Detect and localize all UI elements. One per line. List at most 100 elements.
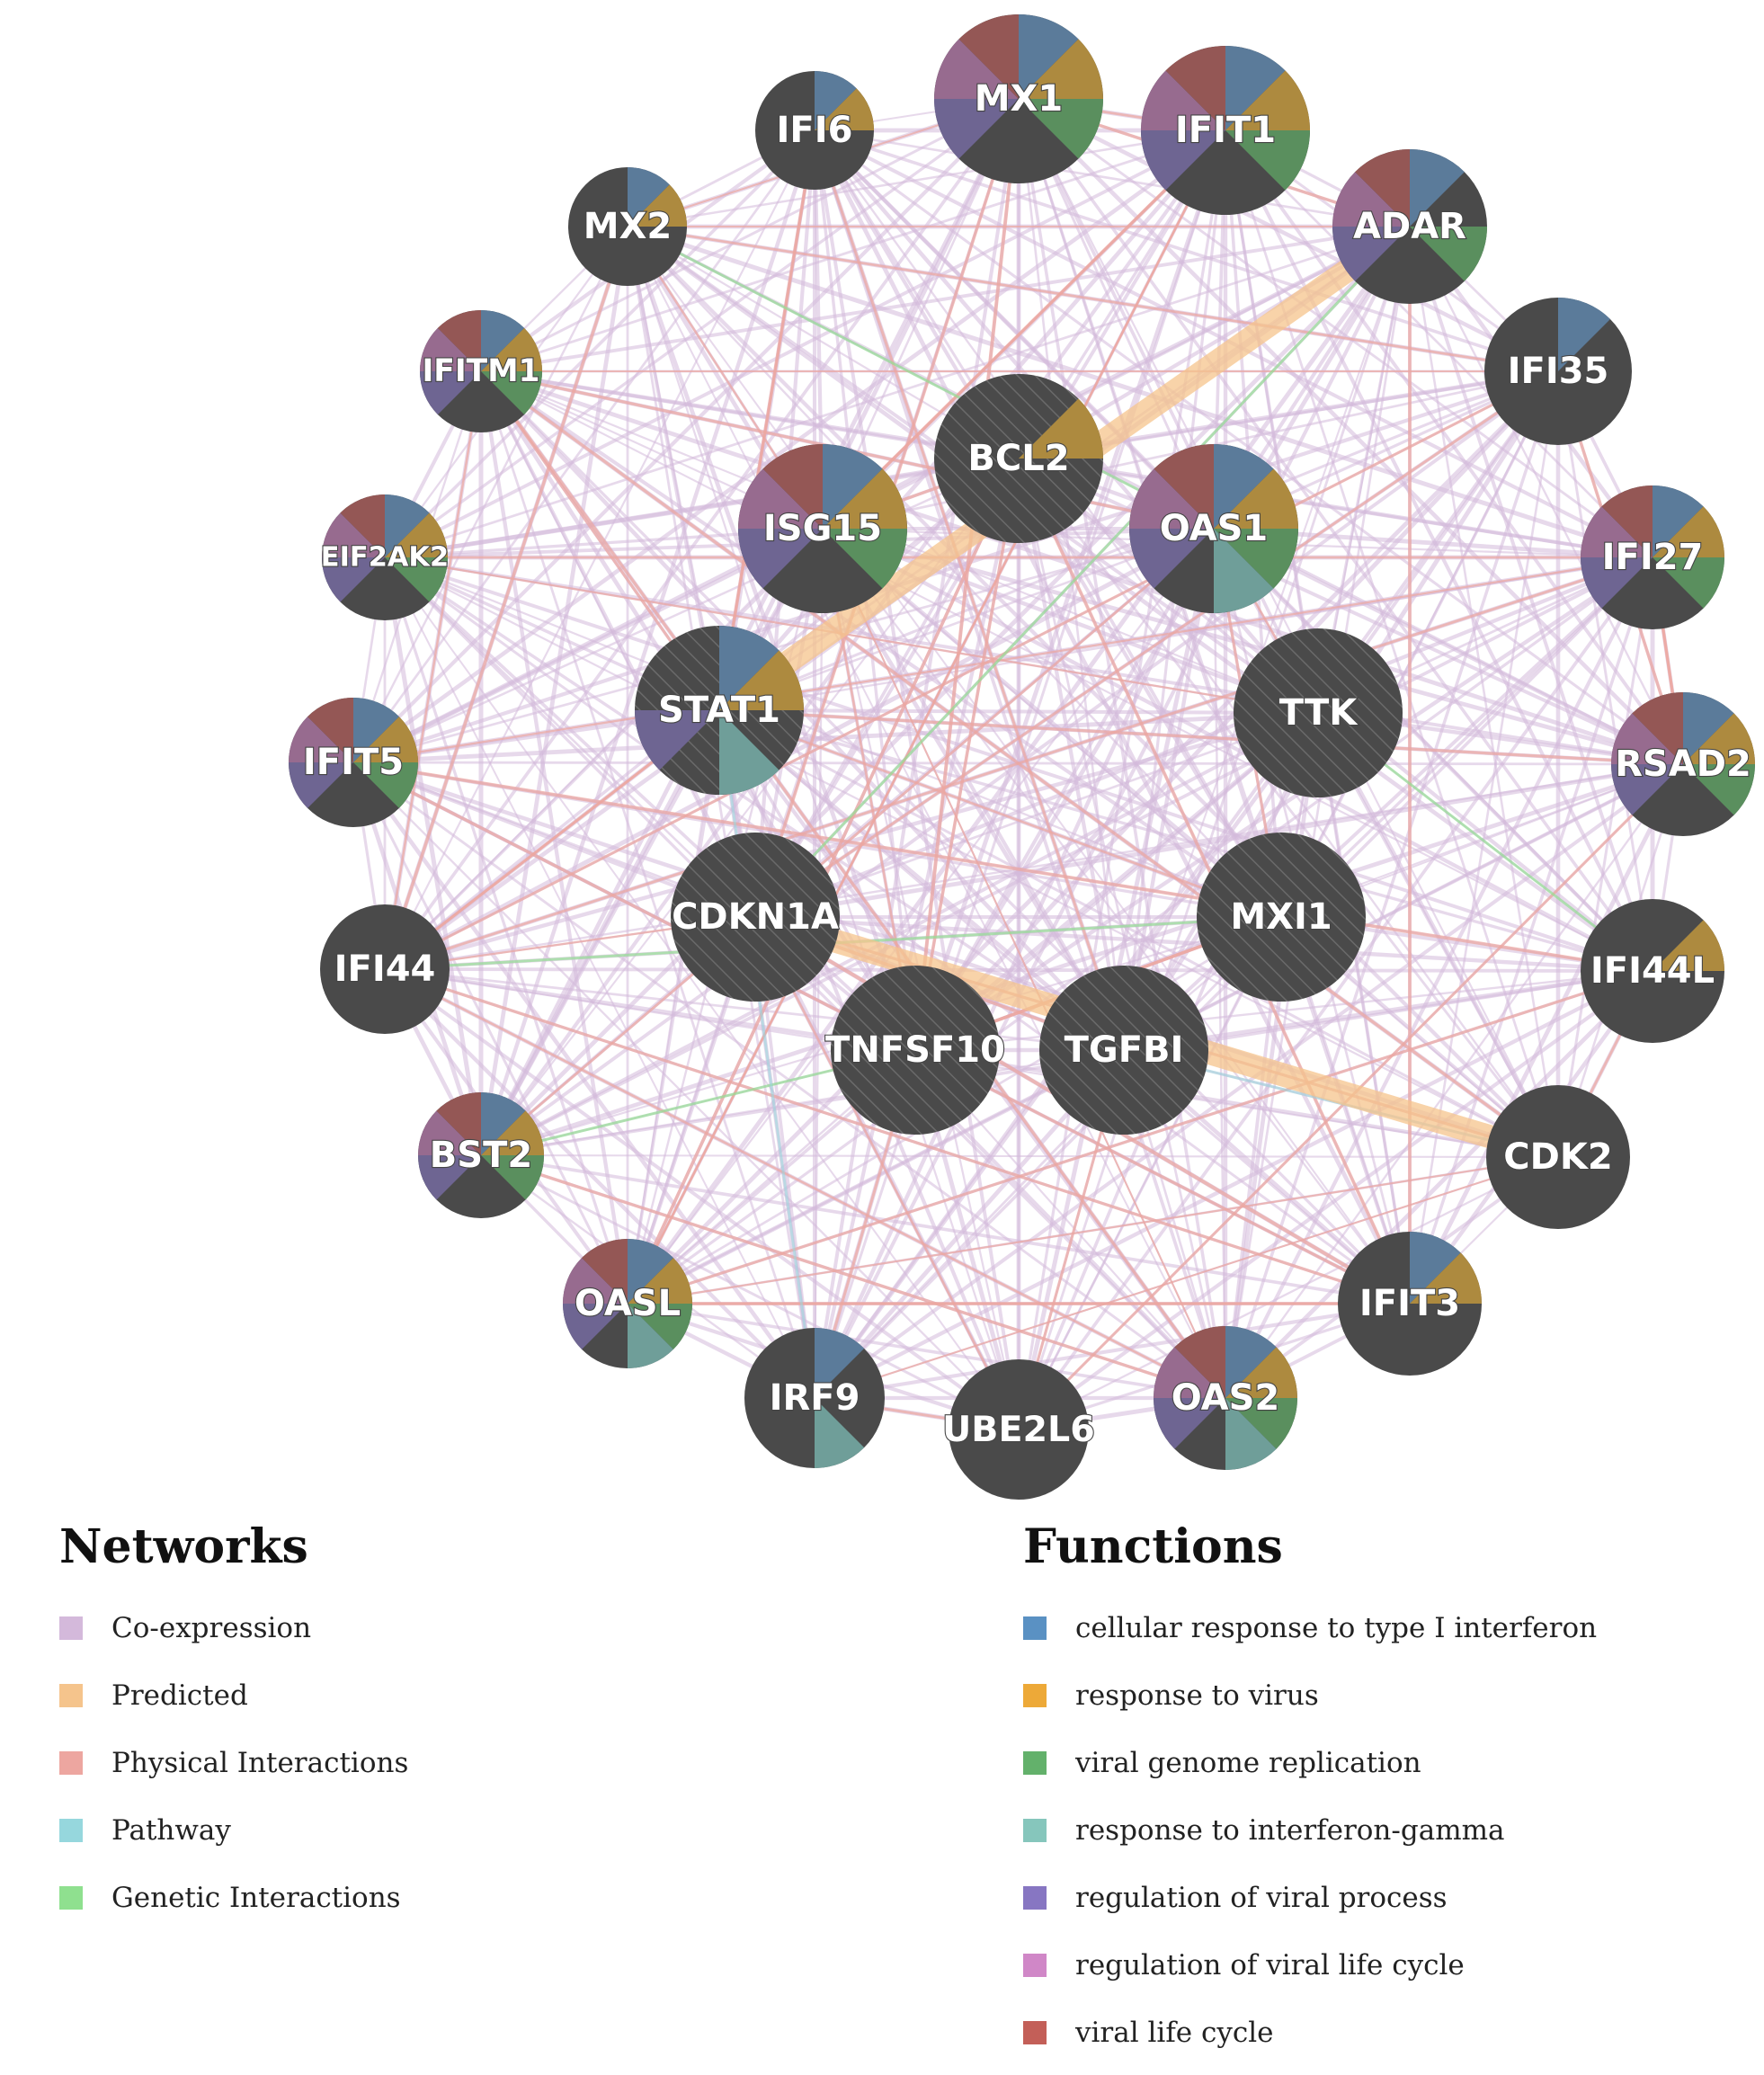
function-wedge (385, 494, 430, 557)
co-expression-edge (352, 225, 629, 764)
gene-node-stat1[interactable]: STAT1 (635, 626, 804, 795)
function-wedge (1683, 764, 1755, 815)
co-expression-edge (383, 967, 1654, 973)
gene-node-oas2[interactable]: OAS2 (1154, 1326, 1297, 1470)
co-expression-edge (479, 556, 1654, 1157)
function-wedge (481, 310, 525, 371)
gene-label: TNFSF10 (825, 1029, 1005, 1071)
co-expression-edge (351, 128, 1228, 765)
gene-node-ube2l6[interactable]: UBE2L6 (941, 1359, 1096, 1500)
function-wedge (815, 71, 857, 130)
legend-item-response-to-interferon-gamma: response to interferon-gamma (1023, 1796, 1597, 1864)
gene-node-irf9[interactable]: IRF9 (744, 1328, 885, 1468)
gene-network-diagram: IFI6 MX1 IFIT1 MX2 ADAR IFITM1 IFI35 BCL2 ISG15 O… (289, 14, 1755, 1500)
function-wedge (719, 650, 804, 710)
edges-layer (351, 96, 1686, 1432)
function-wedge (1653, 920, 1724, 971)
co-expression-edge (1016, 968, 1655, 1432)
legend-item-genetic-interactions: Genetic Interactions (59, 1864, 408, 1931)
co-expression-edge (479, 1048, 1126, 1157)
function-wedge (1214, 529, 1298, 589)
gene-node-mx2[interactable]: MX2 (568, 167, 687, 286)
physical-interaction-edge (813, 1155, 1560, 1400)
legend-label: response to virus (1075, 1679, 1319, 1712)
gene-node-ifit1[interactable]: IFIT1 (1141, 46, 1310, 215)
gene-node-ifi44l[interactable]: IFI44L (1581, 899, 1724, 1043)
gene-node-cdkn1a[interactable]: CDKN1A (671, 833, 840, 1002)
gene-node-ifit3[interactable]: IFIT3 (1338, 1232, 1482, 1376)
legend-item-physical-interactions: Physical Interactions (59, 1729, 408, 1796)
co-expression-edge (382, 526, 1216, 972)
physical-interaction-edge (821, 527, 1227, 1400)
co-expression-edge (625, 224, 1561, 1160)
gene-node-eif2ak2[interactable]: EIF2AK2 (320, 494, 450, 620)
function-wedge (1214, 444, 1274, 529)
co-expression-edge (1224, 225, 1412, 1400)
gene-node-bst2[interactable]: BST2 (418, 1092, 544, 1218)
co-expression-edge (913, 555, 1655, 1053)
co-expression-edge (352, 761, 1020, 1431)
function-swatch (1023, 2020, 1047, 2044)
gene-node-ifi44[interactable]: IFI44 (320, 904, 450, 1034)
function-wedge (289, 762, 353, 808)
gene-label: IFITM1 (422, 353, 539, 389)
function-wedge (481, 1155, 544, 1200)
gene-node-oasl[interactable]: OASL (563, 1239, 692, 1368)
gene-node-ifitm1[interactable]: IFITM1 (420, 310, 542, 432)
function-wedge (307, 698, 353, 762)
function-swatch (1023, 1953, 1047, 1977)
function-wedge (353, 698, 399, 762)
gene-node-ifi6[interactable]: IFI6 (755, 71, 874, 190)
legend-label: Pathway (111, 1813, 231, 1847)
function-wedge (815, 1398, 865, 1468)
co-expression-edge (382, 555, 484, 1158)
networks-legend: Networks Co-expression Predicted Physica… (59, 1519, 408, 1931)
function-wedge (1601, 485, 1653, 557)
gene-node-ifit5[interactable]: IFIT5 (289, 698, 418, 827)
function-wedge (628, 167, 670, 227)
legend-label: viral genome replication (1075, 1746, 1421, 1779)
physical-interaction-edge (626, 129, 1227, 1305)
node-circle (1234, 628, 1403, 797)
gene-label: EIF2AK2 (321, 542, 449, 574)
function-wedge (1683, 713, 1755, 764)
gene-node-mxi1[interactable]: MXI1 (1197, 833, 1366, 1002)
function-wedge (1214, 529, 1274, 613)
co-expression-edge (1316, 711, 1412, 1305)
functions-legend: Functions cellular response to type I in… (1023, 1519, 1597, 2066)
co-expression-edge (626, 1302, 1227, 1400)
physical-interaction-edge (383, 370, 483, 971)
function-wedge (582, 1239, 628, 1304)
co-expression-edge (812, 224, 1412, 1401)
function-wedge (481, 327, 542, 371)
gene-node-tnfsf10[interactable]: TNFSF10 (824, 966, 1006, 1135)
gene-node-adar[interactable]: ADAR (1332, 149, 1487, 304)
legend-label: Predicted (111, 1679, 248, 1712)
function-wedge (762, 444, 823, 529)
gene-node-mx1[interactable]: MX1 (934, 14, 1103, 183)
gene-node-oas1[interactable]: OAS1 (1129, 444, 1298, 613)
gene-node-ifi27[interactable]: IFI27 (1581, 485, 1724, 629)
gene-node-cdk2[interactable]: CDK2 (1486, 1085, 1630, 1229)
nodes-layer: IFI6 MX1 IFIT1 MX2 ADAR IFITM1 IFI35 BCL2 ISG15 O… (289, 14, 1755, 1500)
co-expression-edge (351, 710, 1321, 765)
function-wedge (1653, 557, 1724, 609)
function-wedge (322, 512, 385, 557)
co-expression-edge (383, 967, 1020, 1431)
function-wedge (418, 1155, 481, 1200)
physical-interaction-edge (352, 761, 1654, 973)
gene-node-ttk[interactable]: TTK (1234, 628, 1403, 797)
gene-node-isg15[interactable]: ISG15 (738, 444, 907, 613)
function-swatch (1023, 1885, 1047, 1910)
node-circle (1039, 966, 1208, 1135)
co-expression-edge (1017, 1155, 1560, 1431)
function-wedge (289, 717, 353, 762)
gene-node-bcl2[interactable]: BCL2 (934, 374, 1103, 543)
gene-node-ifi35[interactable]: IFI35 (1484, 298, 1632, 445)
function-wedge (1410, 149, 1465, 227)
co-expression-edge (478, 224, 630, 1158)
co-expression-edge (351, 96, 1021, 765)
gene-node-tgfbi[interactable]: TGFBI (1039, 966, 1208, 1135)
function-wedge (738, 468, 823, 529)
gene-node-rsad2[interactable]: RSAD2 (1611, 692, 1755, 836)
